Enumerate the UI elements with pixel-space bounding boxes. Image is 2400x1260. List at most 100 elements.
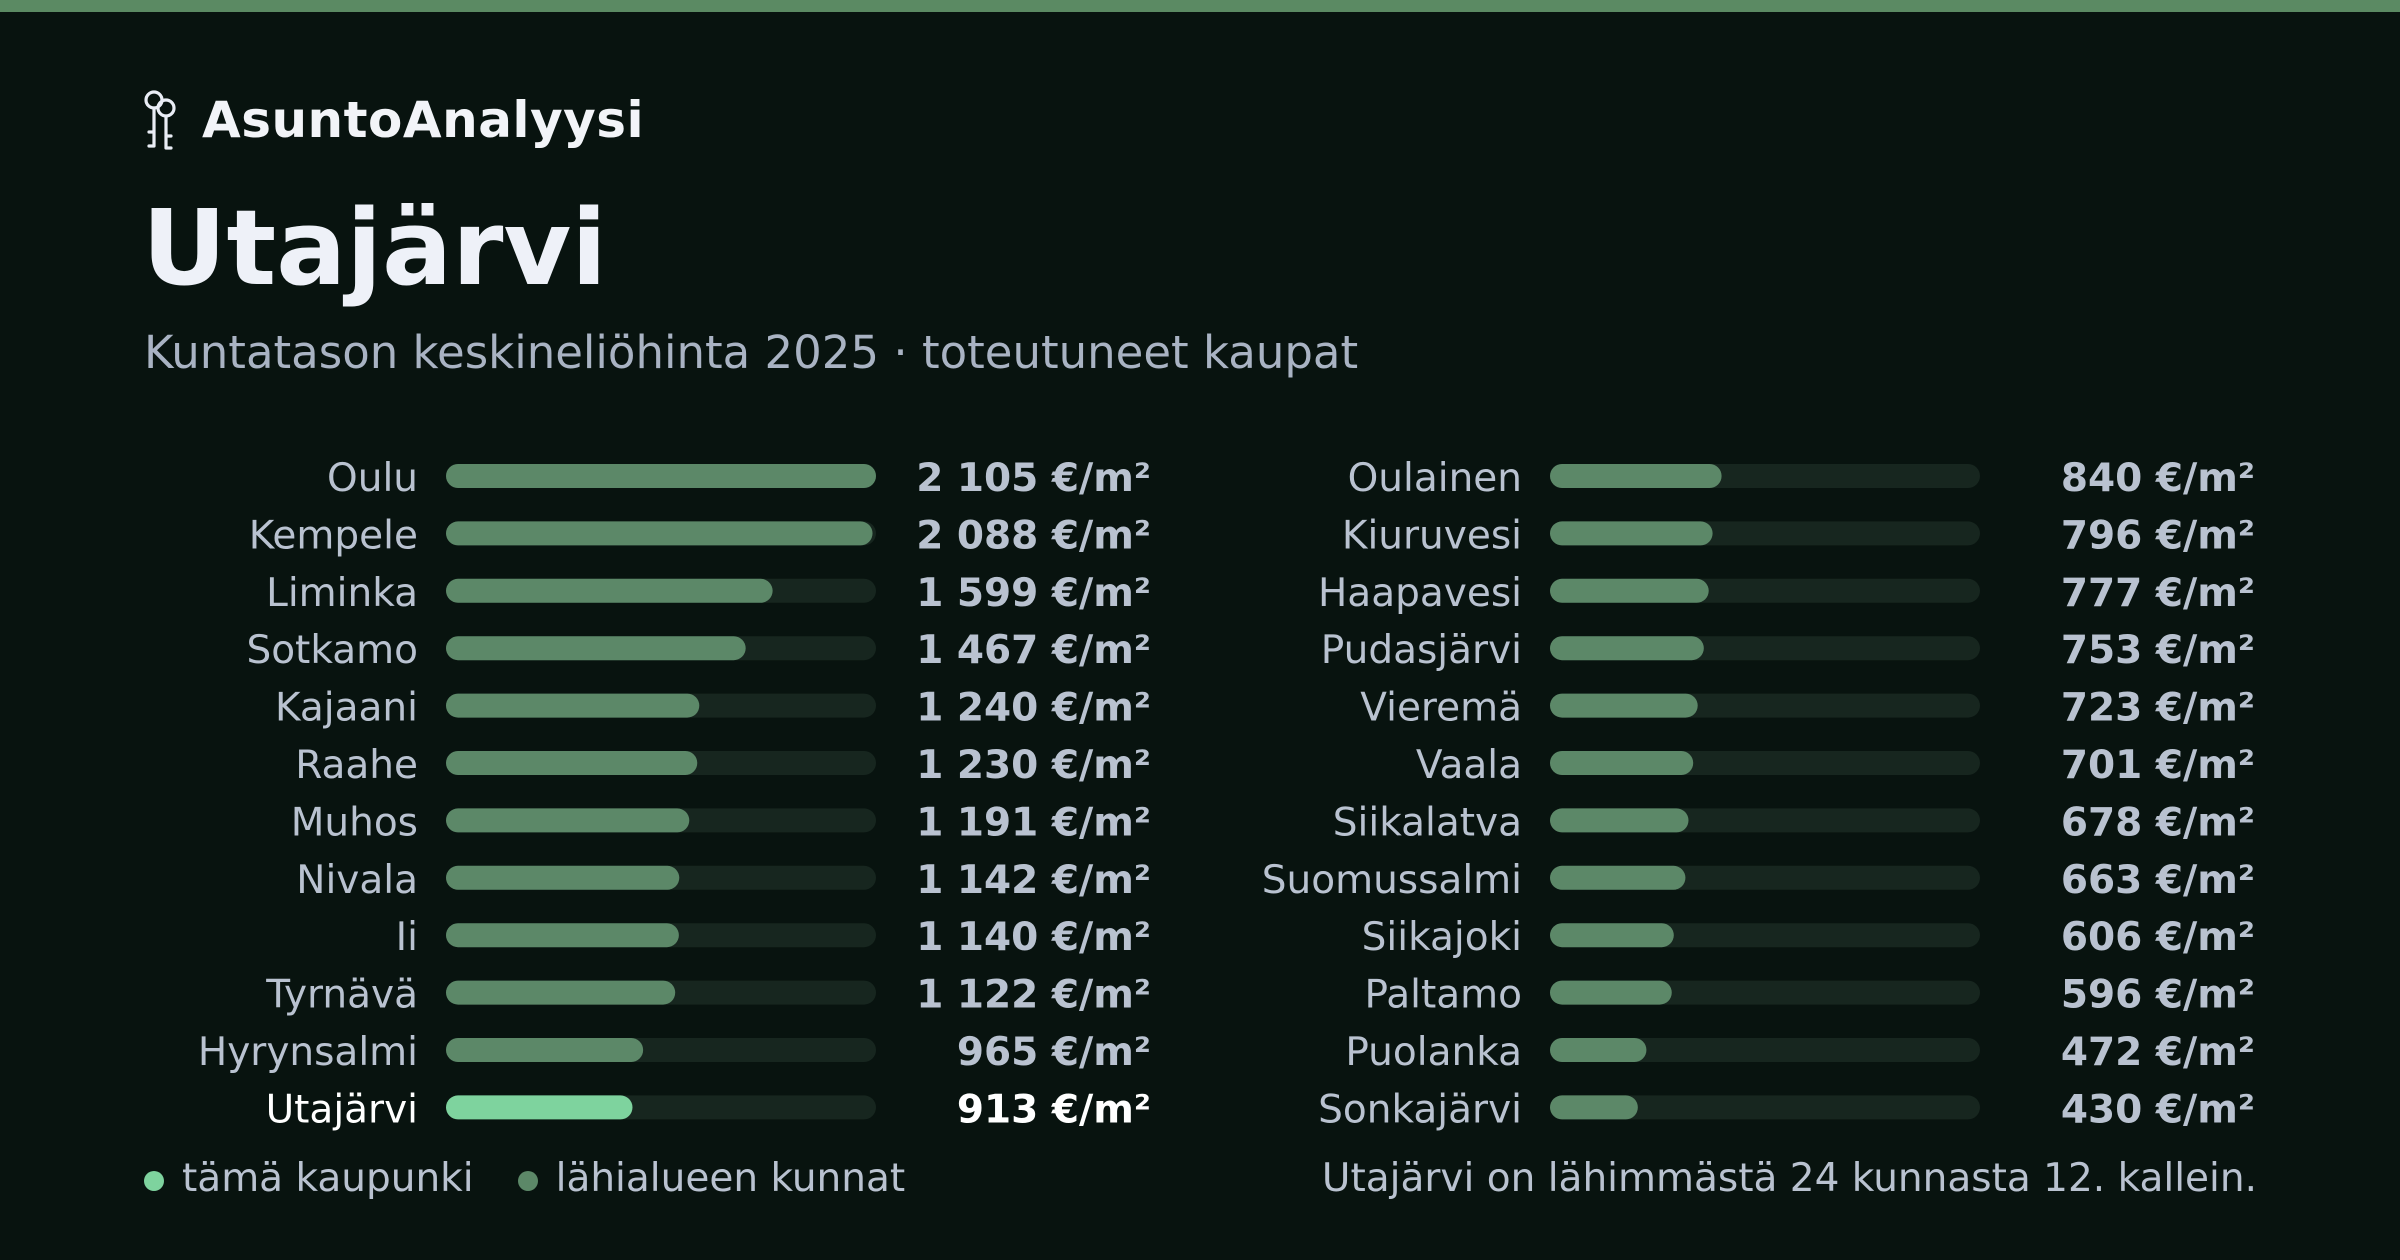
- bar: [446, 464, 876, 488]
- bar: [1550, 521, 1713, 546]
- value-label: 1 142 €/m²: [916, 858, 1151, 903]
- category-label: Kiuruvesi: [1342, 513, 1522, 558]
- bar: [446, 980, 676, 1005]
- bar-row: Tyrnävä 1 122 €/m²: [265, 973, 1151, 1018]
- bar-row: Nivala 1 142 €/m²: [296, 858, 1151, 903]
- bar: [1550, 464, 1722, 488]
- bar-track: [446, 521, 876, 546]
- bar: [446, 808, 690, 833]
- bar-row: Oulu 2 105 €/m²: [327, 456, 1151, 501]
- category-label: Raahe: [295, 743, 418, 788]
- category-label: Suomussalmi: [1262, 858, 1522, 903]
- category-label: Sotkamo: [246, 628, 418, 673]
- value-label: 678 €/m²: [2061, 800, 2255, 845]
- bar-track: [1550, 693, 1980, 718]
- bar-row: Puolanka 472 €/m²: [1345, 1030, 2255, 1075]
- bar-row: Kiuruvesi 796 €/m²: [1342, 513, 2255, 558]
- category-label: Utajärvi: [266, 1087, 418, 1132]
- bar-track: [1550, 980, 1980, 1005]
- bar: [1550, 578, 1709, 603]
- bar-track: [446, 751, 876, 775]
- value-label: 596 €/m²: [2061, 973, 2255, 1018]
- category-label: Liminka: [266, 571, 418, 616]
- bar-track: [1550, 923, 1980, 948]
- bar-track: [446, 980, 876, 1005]
- category-label: Siikajoki: [1362, 915, 1522, 960]
- category-label: Hyrynsalmi: [198, 1030, 418, 1075]
- bar: [1550, 1095, 1638, 1120]
- value-label: 965 €/m²: [957, 1030, 1151, 1075]
- category-label: Vaala: [1416, 743, 1522, 788]
- rank-footnote: Utajärvi on lähimmästä 24 kunnasta 12. k…: [1321, 1155, 2257, 1201]
- bar: [1550, 751, 1694, 775]
- bar: [446, 636, 746, 661]
- bar-row: Siikalatva 678 €/m²: [1333, 800, 2255, 845]
- top-accent-strip: [0, 0, 2400, 12]
- bar: [446, 923, 679, 948]
- category-label: Ii: [396, 915, 418, 960]
- value-label: 723 €/m²: [2061, 686, 2255, 731]
- legend: tämä kaupunki lähialueen kunnat: [144, 1154, 949, 1202]
- bar: [1550, 923, 1674, 948]
- bar: [1550, 980, 1672, 1005]
- category-label: Oulu: [327, 456, 418, 501]
- bar: [446, 1038, 644, 1062]
- bar-row: Utajärvi 913 €/m²: [266, 1087, 1151, 1132]
- bar-track: [446, 1038, 876, 1062]
- bar-row: Muhos 1 191 €/m²: [291, 800, 1151, 845]
- bar: [446, 865, 680, 890]
- bar-track: [1550, 464, 1980, 488]
- bar-track: [446, 865, 876, 890]
- bar-track: [1550, 865, 1980, 890]
- category-label: Tyrnävä: [265, 973, 418, 1018]
- category-label: Kajaani: [275, 686, 418, 731]
- bar: [1550, 636, 1704, 661]
- category-label: Pudasjärvi: [1321, 628, 1522, 673]
- value-label: 753 €/m²: [2061, 628, 2255, 673]
- value-label: 1 140 €/m²: [916, 915, 1151, 960]
- bar-track: [1550, 751, 1980, 775]
- bar: [446, 751, 698, 775]
- bar-track: [446, 464, 876, 488]
- bar-track: [446, 808, 876, 833]
- category-label: Nivala: [296, 858, 418, 903]
- bar-track: [1550, 1038, 1980, 1062]
- value-label: 1 467 €/m²: [916, 628, 1151, 673]
- value-label: 606 €/m²: [2061, 915, 2255, 960]
- value-label: 701 €/m²: [2061, 743, 2255, 788]
- category-label: Oulainen: [1348, 456, 1522, 501]
- bar: [1550, 693, 1698, 718]
- bar-track: [446, 1095, 876, 1120]
- bar-track: [1550, 1095, 1980, 1120]
- value-label: 840 €/m²: [2061, 456, 2255, 501]
- brand: AsuntoAnalyysi: [140, 88, 644, 152]
- legend-label: tämä kaupunki: [182, 1155, 474, 1201]
- value-label: 1 122 €/m²: [916, 973, 1151, 1018]
- bar: [1550, 808, 1689, 833]
- bar-row: Pudasjärvi 753 €/m²: [1321, 628, 2255, 673]
- value-label: 663 €/m²: [2061, 858, 2255, 903]
- bar-row: Raahe 1 230 €/m²: [295, 743, 1151, 788]
- bar-row: Vaala 701 €/m²: [1416, 743, 2255, 788]
- keys-icon: [144, 90, 176, 150]
- bar-row: Suomussalmi 663 €/m²: [1262, 858, 2255, 903]
- bar-track: [446, 636, 876, 661]
- value-label: 1 230 €/m²: [916, 743, 1151, 788]
- bar-track: [1550, 636, 1980, 661]
- category-label: Haapavesi: [1318, 571, 1522, 616]
- value-label: 2 105 €/m²: [916, 456, 1151, 501]
- value-label: 472 €/m²: [2061, 1030, 2255, 1075]
- legend-swatch-neighbor: [517, 1171, 538, 1191]
- bar-row: Paltamo 596 €/m²: [1364, 973, 2255, 1018]
- bar-row: Siikajoki 606 €/m²: [1362, 915, 2255, 960]
- legend-item-this-city: tämä kaupunki: [144, 1156, 474, 1201]
- bar-track: [446, 578, 876, 603]
- value-label: 1 240 €/m²: [916, 686, 1151, 731]
- bar: [1550, 1038, 1647, 1062]
- bar-row: Oulainen 840 €/m²: [1348, 456, 2255, 501]
- category-label: Siikalatva: [1333, 800, 1522, 845]
- bar-track: [446, 693, 876, 718]
- value-label: 1 191 €/m²: [916, 800, 1151, 845]
- page-subtitle: Kuntatason keskineliöhinta 2025 · toteut…: [144, 326, 1359, 379]
- bar-row: Liminka 1 599 €/m²: [266, 571, 1151, 616]
